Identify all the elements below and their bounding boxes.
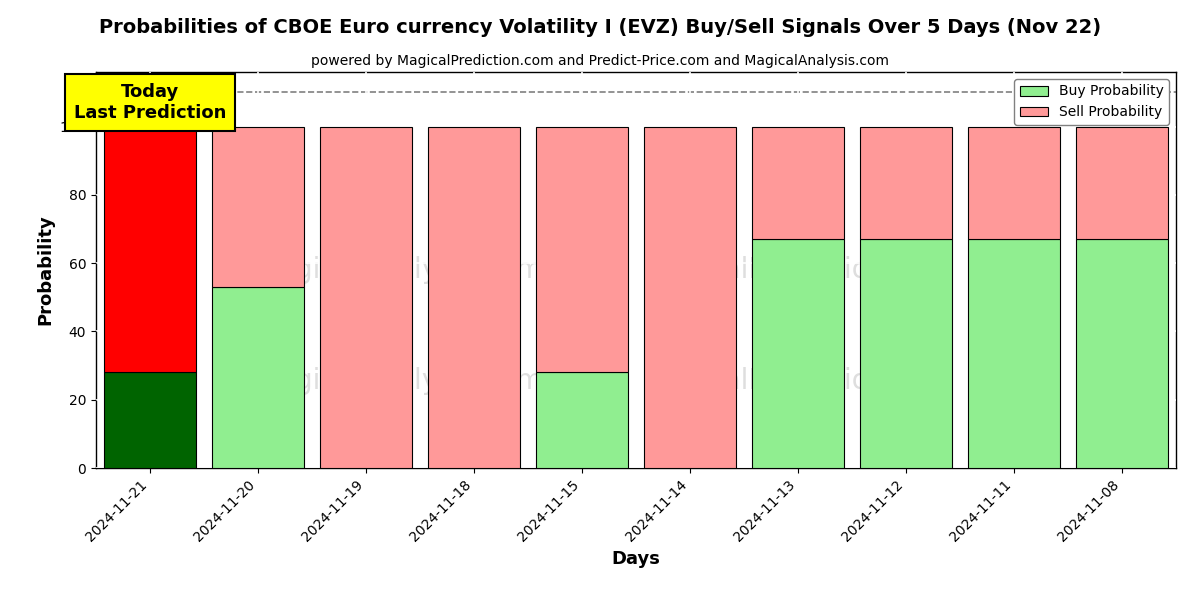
- Y-axis label: Probability: Probability: [36, 215, 54, 325]
- Bar: [320, 127, 412, 468]
- Bar: [104, 127, 196, 373]
- Legend: Buy Probability, Sell Probability: Buy Probability, Sell Probability: [1014, 79, 1169, 125]
- Bar: [212, 287, 304, 468]
- Bar: [536, 127, 628, 373]
- Text: Today
Last Prediction: Today Last Prediction: [74, 83, 226, 122]
- Bar: [752, 127, 844, 239]
- Bar: [644, 127, 736, 468]
- Bar: [536, 373, 628, 468]
- Bar: [860, 127, 952, 239]
- Bar: [968, 127, 1060, 239]
- Text: MagicalPrediction.com: MagicalPrediction.com: [642, 367, 954, 395]
- Bar: [212, 127, 304, 287]
- Text: MagicalPrediction.com: MagicalPrediction.com: [642, 256, 954, 284]
- Text: MagicalAnalysis.com: MagicalAnalysis.com: [254, 367, 542, 395]
- X-axis label: Days: Days: [612, 550, 660, 568]
- Bar: [968, 239, 1060, 468]
- Text: Probabilities of CBOE Euro currency Volatility I (EVZ) Buy/Sell Signals Over 5 D: Probabilities of CBOE Euro currency Vola…: [98, 18, 1102, 37]
- Bar: [1076, 239, 1168, 468]
- Bar: [428, 127, 520, 468]
- Bar: [752, 239, 844, 468]
- Text: MagicalAnalysis.com: MagicalAnalysis.com: [254, 256, 542, 284]
- Bar: [1076, 127, 1168, 239]
- Bar: [860, 239, 952, 468]
- Text: powered by MagicalPrediction.com and Predict-Price.com and MagicalAnalysis.com: powered by MagicalPrediction.com and Pre…: [311, 54, 889, 68]
- Bar: [104, 373, 196, 468]
